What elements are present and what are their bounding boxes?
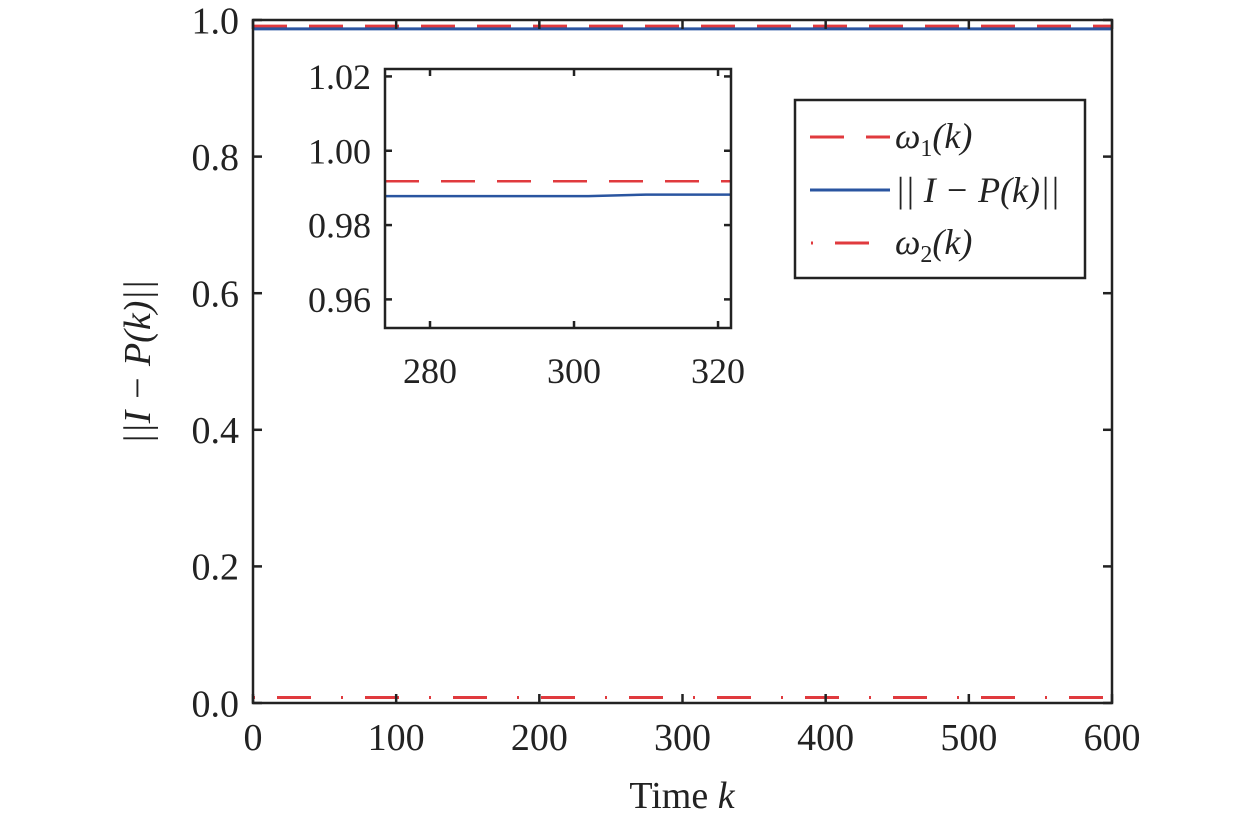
legend-label-w1: ω1(k) <box>895 116 972 162</box>
legend: ω1(k) || I − P(k)|| ω2(k) <box>793 98 1087 280</box>
legend-label-w2: ω2(k) <box>895 222 972 268</box>
main-x-tick-label: 0 <box>244 717 263 759</box>
inset-x-tick-label: 280 <box>403 351 457 391</box>
main-y-tick-label: 0.8 <box>192 137 240 179</box>
main-y-tick-label: 0.0 <box>192 683 240 725</box>
inset-y-tick-label: 0.96 <box>308 280 371 320</box>
inset-axes-frame <box>383 67 733 330</box>
inset-y-tick-label: 1.00 <box>308 131 371 171</box>
inset-y-tick-label: 0.98 <box>308 206 371 246</box>
main-x-tick-label: 400 <box>797 717 854 759</box>
main-y-tick-label: 0.6 <box>192 274 240 316</box>
main-y-tick-label: 1.0 <box>192 0 240 42</box>
main-x-tick-label: 300 <box>654 717 711 759</box>
inset-background <box>385 69 731 328</box>
main-y-tick-label: 0.4 <box>192 410 240 452</box>
inset-x-tick-label: 300 <box>547 351 601 391</box>
main-x-tick-label: 200 <box>511 717 568 759</box>
x-axis-label: Time k <box>629 775 735 817</box>
main-x-tick-label: 600 <box>1084 717 1141 759</box>
inset-series-1 <box>385 193 731 198</box>
main-x-tick-label: 100 <box>368 717 425 759</box>
inset-y-tick-label: 1.02 <box>308 57 371 97</box>
legend-label-norm: || I − P(k)|| <box>895 170 1060 210</box>
y-axis-label: ||I − P(k)|| <box>117 280 159 444</box>
main-y-tick-label: 0.2 <box>192 547 240 589</box>
main-x-tick-label: 500 <box>940 717 997 759</box>
inset-x-tick-label: 320 <box>691 351 745 391</box>
